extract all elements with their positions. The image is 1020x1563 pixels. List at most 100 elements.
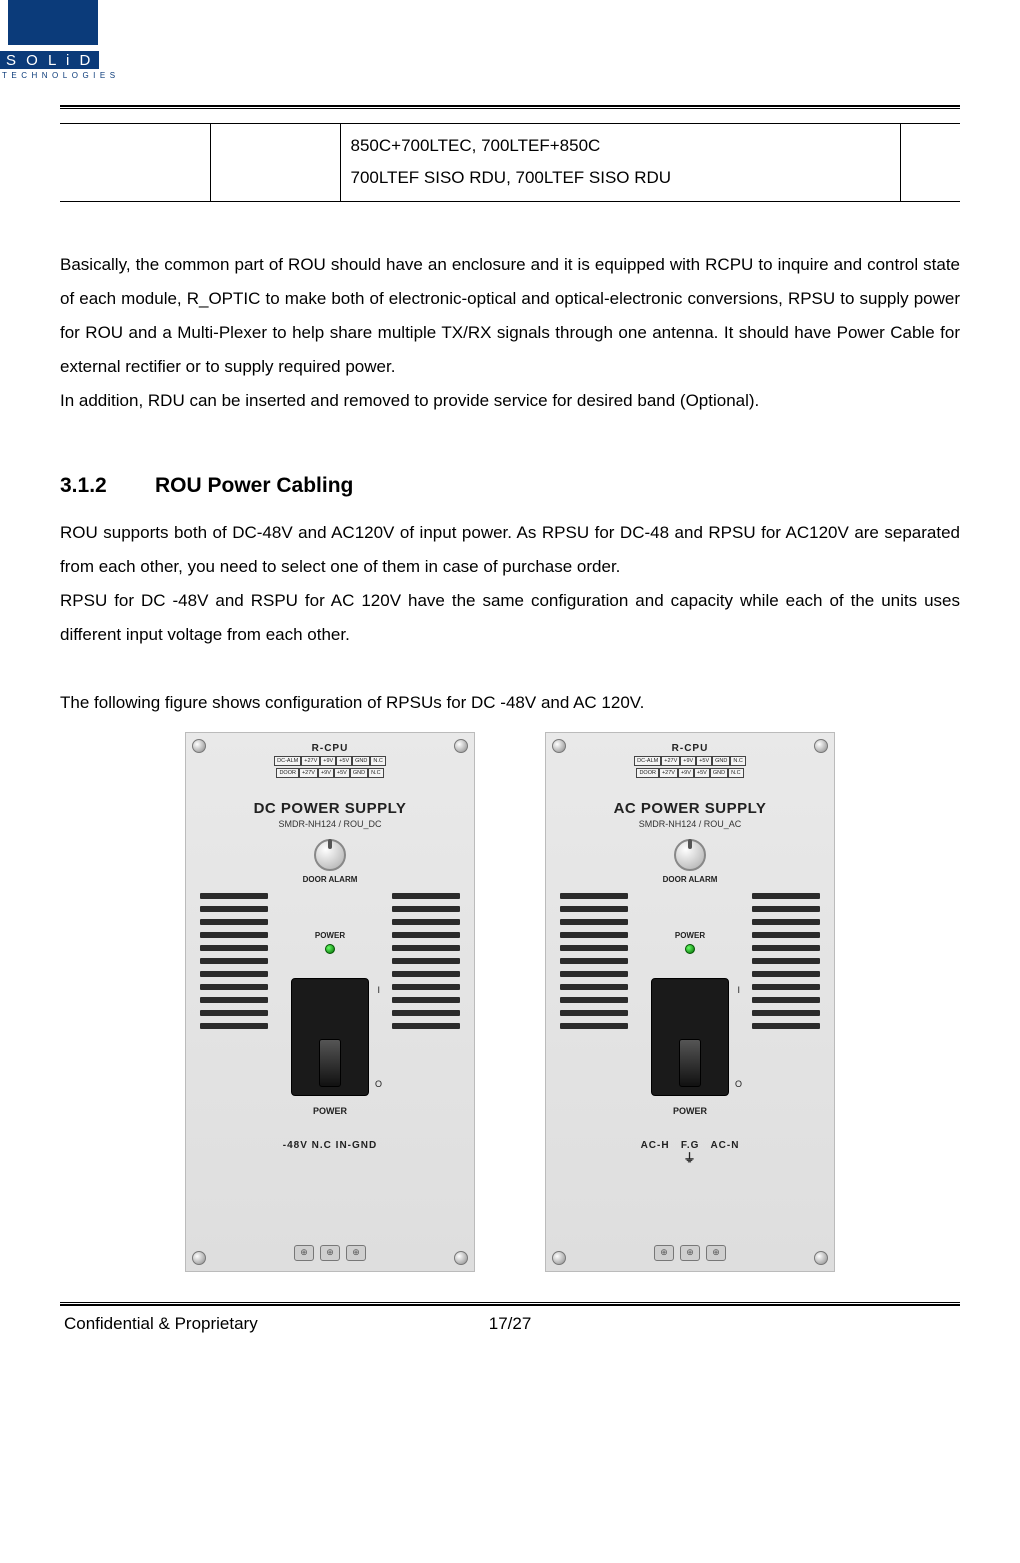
table-cell-empty — [60, 124, 210, 202]
paragraph: In addition, RDU can be inserted and rem… — [60, 384, 960, 418]
heading-number: 3.1.2 — [60, 474, 155, 498]
paragraph: Basically, the common part of ROU should… — [60, 248, 960, 384]
section-heading: 3.1.2ROU Power Cabling — [60, 474, 960, 498]
power-led-icon — [325, 944, 335, 954]
door-alarm-label: DOOR ALARM — [546, 875, 834, 884]
port-icon: ⊕ — [680, 1245, 700, 1261]
pin-label: DC-ALM — [634, 756, 661, 766]
dc-terminal-labels: -48V N.C IN-GND — [186, 1140, 474, 1151]
psu-title: DC POWER SUPPLY — [186, 800, 474, 817]
switch-lever-icon — [319, 1039, 341, 1087]
pin-label: +5V — [696, 756, 712, 766]
logo-square — [8, 0, 98, 45]
rcpu-label: R-CPU — [546, 743, 834, 754]
footer-page-number: 17/27 — [489, 1314, 532, 1334]
pin-label: +27V — [299, 768, 318, 778]
power-switch: I O — [651, 978, 729, 1096]
figure-row: R-CPU DC-ALM +27V +9V +5V GND N.C DOOR +… — [60, 732, 960, 1272]
pin-label: GND — [710, 768, 728, 778]
pin-label: N.C — [730, 756, 745, 766]
switch-lever-icon — [679, 1039, 701, 1087]
paragraph: The following figure shows configuration… — [60, 686, 960, 720]
pin-label: GND — [352, 756, 370, 766]
table-fragment: 850C+700LTEC, 700LTEF+850C 700LTEF SISO … — [60, 123, 960, 202]
power-label: POWER — [546, 1106, 834, 1116]
heading-text: ROU Power Cabling — [155, 474, 353, 497]
power-led-icon — [685, 944, 695, 954]
pin-label: N.C — [370, 756, 385, 766]
table-cell-empty — [210, 124, 340, 202]
switch-i-label: I — [377, 985, 380, 995]
footer: Confidential & Proprietary 17/27 — [60, 1306, 960, 1334]
port-icon: ⊕ — [320, 1245, 340, 1261]
pin-label: DOOR — [276, 768, 299, 778]
screw-icon — [454, 739, 468, 753]
door-alarm-label: DOOR ALARM — [186, 875, 474, 884]
screw-icon — [454, 1251, 468, 1265]
pin-label: DOOR — [636, 768, 659, 778]
pin-row: DOOR +27V +9V +5V GND N.C — [186, 768, 474, 778]
switch-o-label: O — [375, 1079, 382, 1089]
pin-label: +9V — [680, 756, 696, 766]
ac-h-label: AC-H — [641, 1140, 670, 1151]
ac-terminal-labels: AC-H F.G AC-N ⏚ — [546, 1140, 834, 1163]
screw-icon — [814, 1251, 828, 1265]
pin-row: DOOR +27V +9V +5V GND N.C — [546, 768, 834, 778]
pin-label: +27V — [659, 768, 678, 778]
logo-subbrand: TECHNOLOGIES — [0, 71, 120, 80]
door-alarm-knob-icon — [314, 839, 346, 871]
pin-row: DC-ALM +27V +9V +5V GND N.C — [186, 756, 474, 766]
psu-subtitle: SMDR-NH124 / ROU_AC — [546, 819, 834, 829]
psu-subtitle: SMDR-NH124 / ROU_DC — [186, 819, 474, 829]
port-icon: ⊕ — [706, 1245, 726, 1261]
table-cell-empty — [900, 124, 960, 202]
table-line: 700LTEF SISO RDU, 700LTEF SISO RDU — [351, 168, 672, 187]
table-cell-content: 850C+700LTEC, 700LTEF+850C 700LTEF SISO … — [340, 124, 900, 202]
power-switch: I O — [291, 978, 369, 1096]
pin-label: +27V — [661, 756, 680, 766]
logo-brand: S O L i D — [0, 51, 99, 69]
port-row: ⊕ ⊕ ⊕ — [294, 1245, 366, 1261]
screw-icon — [552, 739, 566, 753]
table-line: 850C+700LTEC, 700LTEF+850C — [351, 136, 601, 155]
header-divider — [60, 105, 960, 109]
pin-label: DC-ALM — [274, 756, 301, 766]
pin-label: +9V — [320, 756, 336, 766]
pin-label: GND — [712, 756, 730, 766]
psu-ac-panel: R-CPU DC-ALM +27V +9V +5V GND N.C DOOR +… — [545, 732, 835, 1272]
power-label: POWER — [186, 1106, 474, 1116]
table-row: 850C+700LTEC, 700LTEF+850C 700LTEF SISO … — [60, 124, 960, 202]
power-label: POWER — [186, 931, 474, 940]
pin-label: +5V — [694, 768, 710, 778]
rcpu-label: R-CPU — [186, 743, 474, 754]
switch-o-label: O — [735, 1079, 742, 1089]
footer-left: Confidential & Proprietary — [64, 1314, 489, 1334]
screw-icon — [192, 1251, 206, 1265]
screw-icon — [552, 1251, 566, 1265]
ground-label: F.G — [681, 1140, 700, 1151]
screw-icon — [192, 739, 206, 753]
pin-label: N.C — [368, 768, 383, 778]
port-row: ⊕ ⊕ ⊕ — [654, 1245, 726, 1261]
port-icon: ⊕ — [294, 1245, 314, 1261]
pin-label: +5V — [336, 756, 352, 766]
pin-label: +27V — [301, 756, 320, 766]
paragraph: RPSU for DC -48V and RSPU for AC 120V ha… — [60, 584, 960, 652]
pin-label: N.C — [728, 768, 743, 778]
power-label: POWER — [546, 931, 834, 940]
switch-i-label: I — [737, 985, 740, 995]
pin-row: DC-ALM +27V +9V +5V GND N.C — [546, 756, 834, 766]
pin-label: GND — [350, 768, 368, 778]
logo: S O L i D TECHNOLOGIES — [0, 0, 120, 80]
ground-icon: ⏚ — [546, 1153, 834, 1163]
port-icon: ⊕ — [346, 1245, 366, 1261]
pin-label: +9V — [318, 768, 334, 778]
port-icon: ⊕ — [654, 1245, 674, 1261]
ac-n-label: AC-N — [710, 1140, 739, 1151]
screw-icon — [814, 739, 828, 753]
door-alarm-knob-icon — [674, 839, 706, 871]
psu-dc-panel: R-CPU DC-ALM +27V +9V +5V GND N.C DOOR +… — [185, 732, 475, 1272]
pin-label: +5V — [334, 768, 350, 778]
psu-title: AC POWER SUPPLY — [546, 800, 834, 817]
paragraph: ROU supports both of DC-48V and AC120V o… — [60, 516, 960, 584]
